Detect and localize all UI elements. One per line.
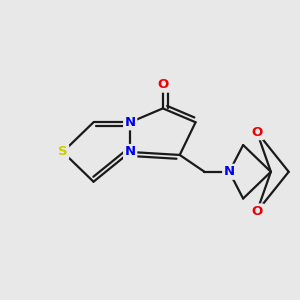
- Text: N: N: [124, 116, 136, 129]
- Text: O: O: [157, 78, 169, 91]
- Text: O: O: [251, 126, 262, 139]
- Text: N: N: [124, 146, 136, 158]
- Text: O: O: [251, 205, 262, 218]
- Text: N: N: [224, 165, 235, 178]
- Text: S: S: [58, 146, 68, 158]
